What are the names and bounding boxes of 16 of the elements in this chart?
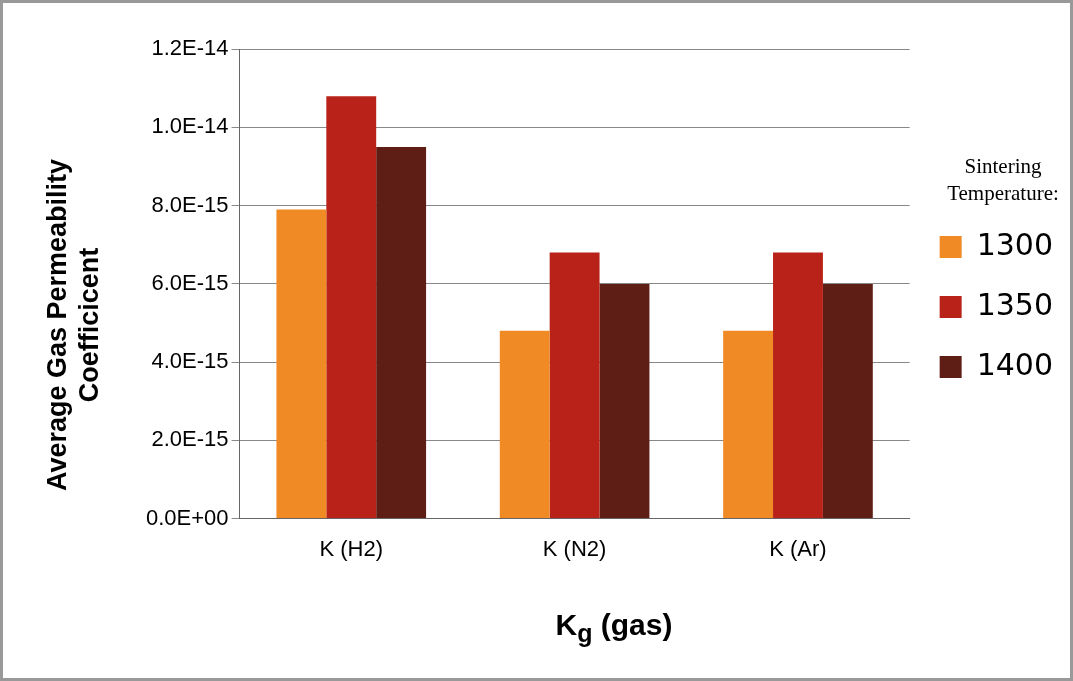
legend-label: 1350 xyxy=(976,286,1054,322)
y-tick-label: 4.0E-15 xyxy=(151,348,229,374)
y-tick-label: 1.0E-14 xyxy=(151,113,229,139)
x-tick-label: K (H2) xyxy=(319,535,384,561)
y-axis-title: Average Gas Permeability Coefficicent xyxy=(41,157,105,494)
legend-label: 1300 xyxy=(976,226,1054,262)
x-tick-label: K (Ar) xyxy=(769,535,827,561)
y-tick-label: 2.0E-15 xyxy=(151,426,229,452)
y-tick-label: 1.2E-14 xyxy=(151,35,229,61)
legend-label: 1400 xyxy=(976,346,1054,382)
y-tick-label: 6.0E-15 xyxy=(151,269,229,295)
y-tick-label: 8.0E-15 xyxy=(151,191,229,217)
y-tick-label: 0.0E+00 xyxy=(146,504,229,530)
x-tick-label: K (N2) xyxy=(542,535,607,561)
x-axis-title: K$_{g}$ (gas) xyxy=(554,608,674,648)
legend-title: Sintering Temperature: xyxy=(946,153,1060,207)
